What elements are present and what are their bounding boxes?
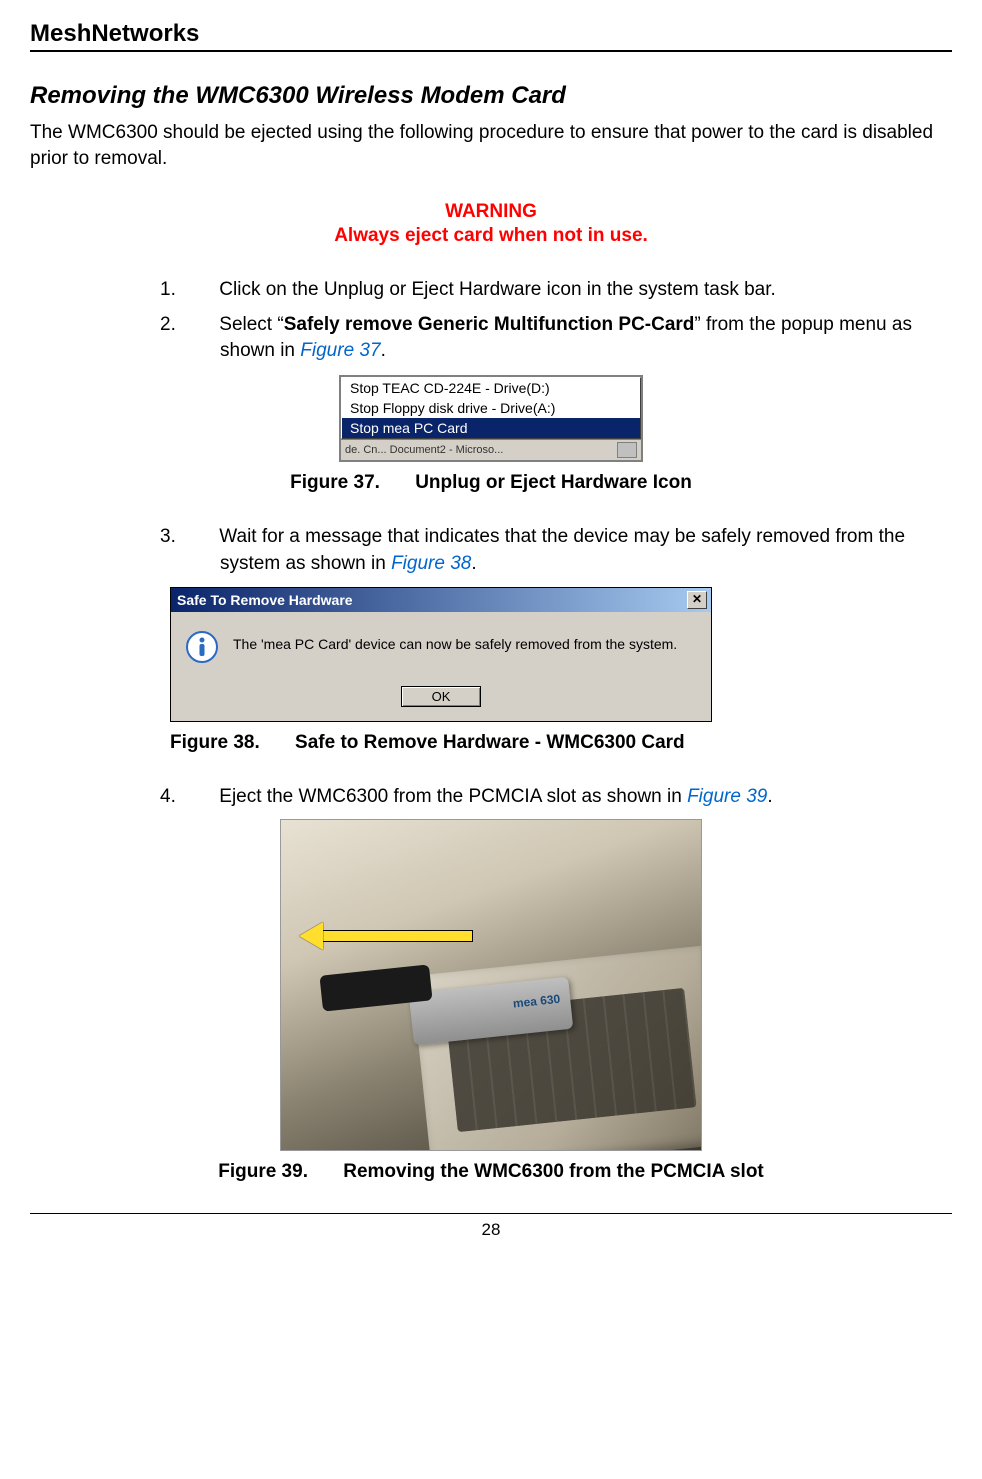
taskbar-text: de. Cn... Document2 - Microso...	[345, 444, 503, 456]
dialog-titlebar: Safe To Remove Hardware ✕	[171, 588, 711, 612]
popup-inner: Stop TEAC CD-224E - Drive(D:) Stop Flopp…	[341, 377, 641, 439]
steps-list-cont: 3. Wait for a message that indicates tha…	[190, 524, 912, 577]
step-text-bold: Safely remove Generic Multifunction PC-C…	[284, 314, 695, 335]
step-text: Wait for a message that indicates that t…	[219, 526, 905, 574]
popup-item-mea-card[interactable]: Stop mea PC Card	[342, 418, 640, 438]
steps-list: 1. Click on the Unplug or Eject Hardware…	[190, 277, 912, 365]
info-icon	[185, 630, 219, 664]
steps-list-cont2: 4. Eject the WMC6300 from the PCMCIA slo…	[190, 784, 912, 811]
arrow-head-icon	[299, 922, 323, 950]
popup-item-cd[interactable]: Stop TEAC CD-224E - Drive(D:)	[342, 378, 640, 398]
eject-popup-menu: Stop TEAC CD-224E - Drive(D:) Stop Flopp…	[339, 375, 643, 462]
step-text: Eject the WMC6300 from the PCMCIA slot a…	[219, 786, 687, 807]
eject-photo: mea 630	[280, 819, 702, 1151]
dialog-body: The 'mea PC Card' device can now be safe…	[171, 612, 711, 721]
popup-item-floppy[interactable]: Stop Floppy disk drive - Drive(A:)	[342, 398, 640, 418]
figure-number: Figure 37.	[290, 472, 380, 494]
step-text-pre: Select “	[219, 314, 283, 335]
step-4: 4. Eject the WMC6300 from the PCMCIA slo…	[190, 784, 912, 811]
page-header: MeshNetworks	[30, 20, 952, 52]
figure-38-caption: Figure 38. Safe to Remove Hardware - WMC…	[170, 732, 912, 754]
page-footer: 28	[30, 1213, 952, 1240]
figure-number: Figure 39.	[218, 1161, 308, 1183]
figure-39-caption: Figure 39. Removing the WMC6300 from the…	[30, 1161, 952, 1183]
step-number: 3.	[190, 524, 214, 551]
figure-37-caption: Figure 37. Unplug or Eject Hardware Icon	[30, 472, 952, 494]
tray-icon[interactable]	[617, 442, 637, 458]
taskbar-fragment: de. Cn... Document2 - Microso...	[341, 439, 641, 460]
step-text-tail: .	[767, 786, 772, 807]
step-3: 3. Wait for a message that indicates tha…	[190, 524, 912, 577]
step-number: 4.	[190, 784, 214, 811]
figure-ref-37[interactable]: Figure 37	[300, 340, 380, 361]
arrow-line	[321, 930, 473, 942]
figure-number: Figure 38.	[170, 732, 260, 754]
brand-title: MeshNetworks	[30, 20, 199, 47]
eject-arrow	[321, 930, 473, 942]
figure-title: Unplug or Eject Hardware Icon	[415, 472, 692, 493]
dialog-title: Safe To Remove Hardware	[177, 592, 353, 608]
step-number: 2.	[190, 312, 214, 339]
figure-title: Removing the WMC6300 from the PCMCIA slo…	[343, 1161, 764, 1182]
intro-paragraph: The WMC6300 should be ejected using the …	[30, 120, 952, 171]
section-heading: Removing the WMC6300 Wireless Modem Card	[30, 82, 952, 110]
figure-ref-39[interactable]: Figure 39	[687, 786, 767, 807]
ok-button[interactable]: OK	[401, 686, 481, 707]
warning-block: WARNING Always eject card when not in us…	[30, 201, 952, 247]
document-page: MeshNetworks Removing the WMC6300 Wirele…	[0, 0, 982, 1270]
pc-card-label: mea 630	[512, 992, 561, 1011]
step-1: 1. Click on the Unplug or Eject Hardware…	[190, 277, 912, 304]
safe-remove-dialog: Safe To Remove Hardware ✕ The 'mea PC Ca…	[170, 587, 712, 722]
step-text: Click on the Unplug or Eject Hardware ic…	[219, 279, 776, 300]
warning-title: WARNING	[30, 201, 952, 223]
close-button[interactable]: ✕	[687, 591, 707, 609]
step-text-tail: .	[471, 553, 476, 574]
page-number: 28	[482, 1220, 501, 1239]
dialog-button-row: OK	[185, 686, 697, 707]
step-number: 1.	[190, 277, 214, 304]
step-text-tail: .	[381, 340, 386, 361]
figure-title: Safe to Remove Hardware - WMC6300 Card	[295, 732, 685, 753]
dialog-message: The 'mea PC Card' device can now be safe…	[233, 630, 677, 652]
dialog-row: The 'mea PC Card' device can now be safe…	[185, 630, 697, 664]
step-2: 2. Select “Safely remove Generic Multifu…	[190, 312, 912, 365]
warning-text: Always eject card when not in use.	[30, 225, 952, 247]
figure-ref-38[interactable]: Figure 38	[391, 553, 471, 574]
